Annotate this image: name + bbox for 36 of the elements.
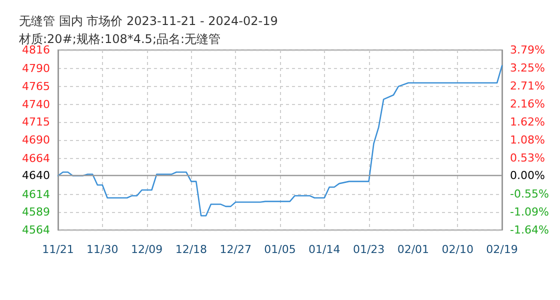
x-tick-label: 01/23 [352, 243, 385, 256]
y2-tick-label: 3.79% [510, 44, 545, 56]
x-tick-label: 02/01 [397, 243, 430, 256]
x-tick-label: 11/21 [42, 243, 74, 256]
y2-tick-label: 0.00% [510, 169, 545, 182]
y-tick-label: 4564 [22, 224, 50, 236]
y2-tick-label: -1.09% [510, 205, 549, 218]
y2-tick-label: 1.08% [510, 133, 545, 146]
y2-tick-label: 3.25% [510, 61, 545, 74]
y-tick-label: 4589 [22, 206, 50, 219]
chart-subtitle: 材质:20#;规格:108*4.5;品名:无缝管 [18, 32, 221, 46]
y-tick-label: 4765 [22, 80, 50, 93]
y2-tick-label: -0.55% [510, 187, 549, 200]
y2-tick-label: 1.62% [510, 115, 545, 128]
x-tick-label: 12/18 [175, 243, 208, 256]
y-tick-label: 4816 [22, 44, 50, 56]
y-tick-label: 4690 [22, 134, 50, 146]
chart-title: 无缝管 国内 市场价 2023-11-21 - 2024-02-19 [19, 14, 278, 28]
y-tick-label: 4790 [22, 62, 50, 76]
y-tick-label: 4614 [22, 188, 50, 201]
x-tick-label: 12/09 [130, 243, 163, 256]
y2-tick-label: 2.16% [510, 98, 545, 111]
x-tick-label: 02/19 [486, 243, 518, 256]
x-tick-label: 02/10 [442, 243, 474, 256]
x-tick-label: 01/05 [264, 243, 296, 256]
x-tick-label: 01/14 [308, 243, 340, 256]
y-tick-label: 4640 [22, 169, 50, 182]
y2-tick-label: -1.64% [510, 224, 549, 236]
line-series [57, 65, 503, 216]
y-tick-label: 4715 [22, 116, 50, 129]
y-tick-label: 4664 [22, 152, 50, 166]
x-tick-label: 12/27 [220, 243, 252, 256]
x-tick-label: 11/30 [86, 243, 118, 256]
y2-tick-label: 0.53% [510, 152, 545, 165]
y-tick-label: 4740 [22, 98, 50, 111]
y2-tick-label: 2.71% [510, 79, 545, 92]
